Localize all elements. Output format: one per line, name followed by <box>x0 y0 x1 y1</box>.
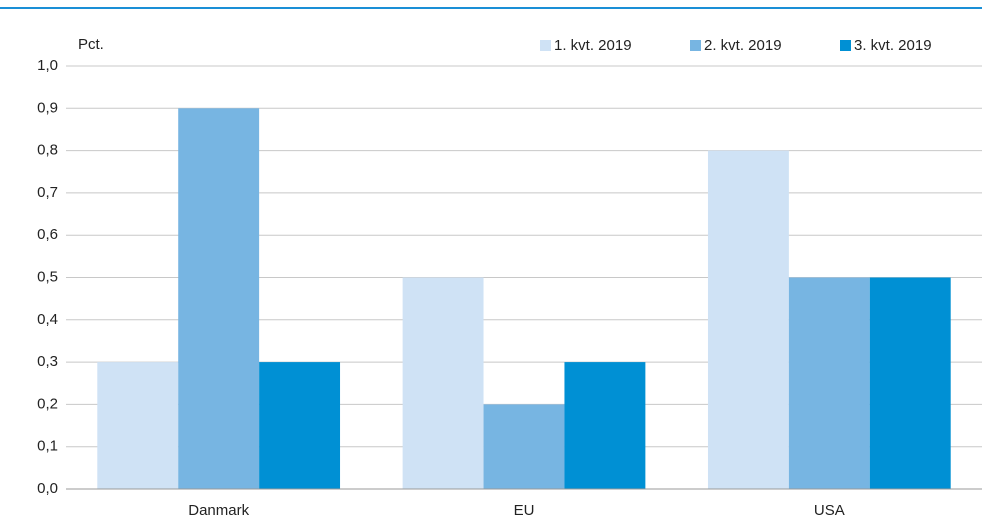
x-tick-label: EU <box>514 502 535 519</box>
legend-label: 1. kvt. 2019 <box>554 37 632 54</box>
bar <box>869 277 951 489</box>
y-tick-label: 0,5 <box>37 268 58 285</box>
y-tick-label: 0,9 <box>37 99 58 116</box>
legend-label: 2. kvt. 2019 <box>704 37 782 54</box>
y-tick-label: 0,7 <box>37 184 58 201</box>
y-tick-label: 0,0 <box>37 480 58 497</box>
y-axis-label: Pct. <box>78 36 104 53</box>
legend-swatch <box>840 40 851 51</box>
bar <box>483 404 565 489</box>
y-tick-label: 0,6 <box>37 226 58 243</box>
bar <box>707 150 789 489</box>
y-tick-label: 0,8 <box>37 142 58 159</box>
y-tick-label: 0,1 <box>37 438 58 455</box>
x-tick-label: USA <box>814 502 845 519</box>
bar <box>178 108 260 490</box>
y-tick-label: 1,0 <box>37 57 58 74</box>
y-tick-label: 0,4 <box>37 311 58 328</box>
bar <box>259 362 341 489</box>
y-tick-label: 0,2 <box>37 395 58 412</box>
legend-swatch <box>690 40 701 51</box>
bar <box>97 362 179 489</box>
x-tick-label: Danmark <box>188 502 249 519</box>
legend-swatch <box>540 40 551 51</box>
bar <box>564 362 646 489</box>
bar <box>402 277 484 489</box>
bar <box>788 277 870 489</box>
legend-label: 3. kvt. 2019 <box>854 37 932 54</box>
y-tick-label: 0,3 <box>37 353 58 370</box>
